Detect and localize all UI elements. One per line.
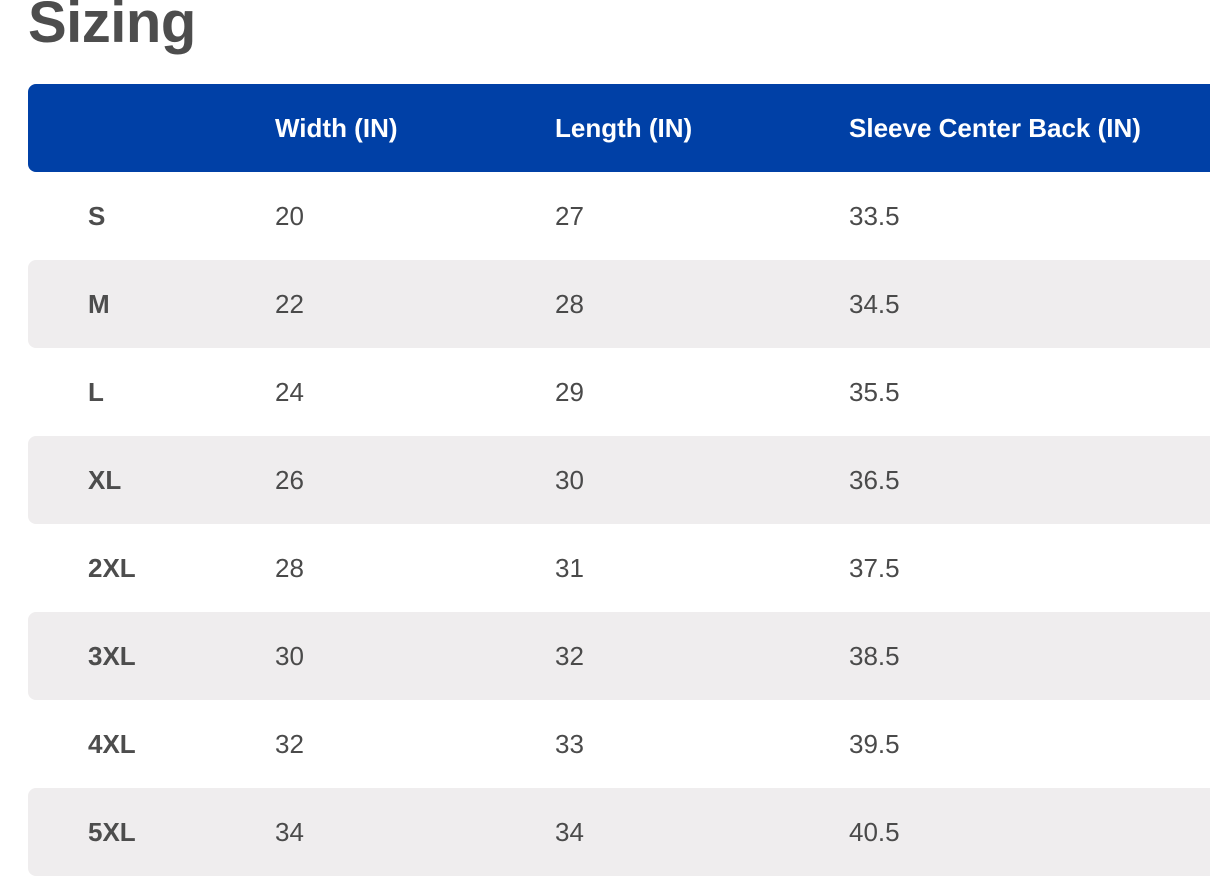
table-row: S 20 27 33.5 (28, 172, 1210, 260)
width-cell: 20 (275, 201, 304, 231)
width-cell: 22 (275, 289, 304, 319)
length-cell: 32 (555, 641, 584, 671)
size-chart-table: Width (IN) Length (IN) Sleeve Center Bac… (28, 84, 1210, 876)
size-cell: M (88, 289, 110, 319)
length-cell: 33 (555, 729, 584, 759)
sleeve-cell: 36.5 (849, 465, 900, 495)
table-header: Width (IN) Length (IN) Sleeve Center Bac… (28, 84, 1210, 172)
column-header-sleeve: Sleeve Center Back (IN) (849, 113, 1141, 143)
sleeve-cell: 35.5 (849, 377, 900, 407)
table-row: 2XL 28 31 37.5 (28, 524, 1210, 612)
sleeve-cell: 39.5 (849, 729, 900, 759)
size-cell: 2XL (88, 553, 136, 583)
length-cell: 30 (555, 465, 584, 495)
width-cell: 34 (275, 817, 304, 847)
size-cell: XL (88, 465, 122, 495)
width-cell: 28 (275, 553, 304, 583)
width-cell: 32 (275, 729, 304, 759)
sleeve-cell: 40.5 (849, 817, 900, 847)
width-cell: 24 (275, 377, 304, 407)
width-cell: 30 (275, 641, 304, 671)
sleeve-cell: 34.5 (849, 289, 900, 319)
sleeve-cell: 37.5 (849, 553, 900, 583)
column-header-length: Length (IN) (555, 113, 693, 143)
page-title: Sizing (28, 0, 196, 55)
column-header-width: Width (IN) (275, 113, 398, 143)
size-cell: S (88, 201, 106, 231)
size-cell: 3XL (88, 641, 136, 671)
table-row: L 24 29 35.5 (28, 348, 1210, 436)
length-cell: 31 (555, 553, 584, 583)
table-row: 5XL 34 34 40.5 (28, 788, 1210, 876)
length-cell: 34 (555, 817, 584, 847)
size-cell: 4XL (88, 729, 136, 759)
size-cell: 5XL (88, 817, 136, 847)
table-row: 4XL 32 33 39.5 (28, 700, 1210, 788)
length-cell: 27 (555, 201, 584, 231)
size-cell: L (88, 377, 104, 407)
length-cell: 28 (555, 289, 584, 319)
sleeve-cell: 33.5 (849, 201, 900, 231)
sleeve-cell: 38.5 (849, 641, 900, 671)
table-row: 3XL 30 32 38.5 (28, 612, 1210, 700)
table-row: M 22 28 34.5 (28, 260, 1210, 348)
table-row: XL 26 30 36.5 (28, 436, 1210, 524)
length-cell: 29 (555, 377, 584, 407)
width-cell: 26 (275, 465, 304, 495)
